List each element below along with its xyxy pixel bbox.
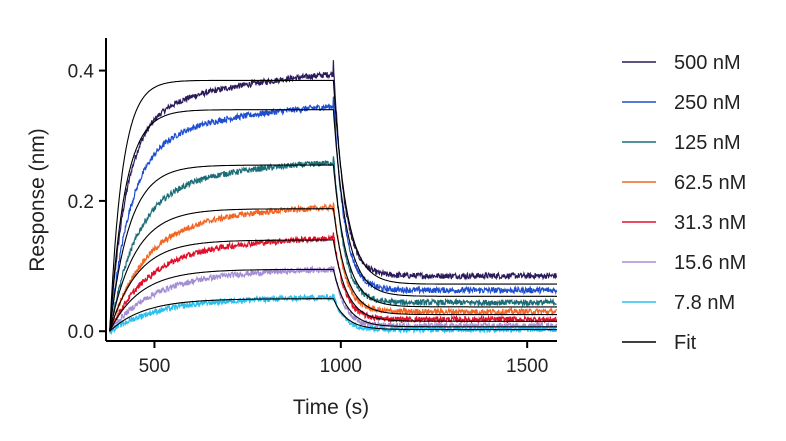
- fit-line-31-3-nM: [109, 239, 557, 332]
- axis-ticks: 500 1000 1500 0.0 0.2 0.4: [68, 62, 549, 377]
- x-tick-label: 1500: [506, 356, 548, 377]
- fit-line-62-5-nM: [109, 208, 557, 332]
- x-tick-label: 500: [139, 356, 171, 377]
- axes: [105, 38, 557, 342]
- y-tick-label: 0.0: [68, 322, 94, 343]
- series-line-62-5-nM: [109, 201, 558, 332]
- legend-label: 7.8 nM: [674, 292, 735, 314]
- y-tick-label: 0.2: [68, 192, 94, 213]
- plot-area: [109, 60, 558, 336]
- series-line-125-nM: [109, 156, 557, 332]
- legend: 500 nM 250 nM 125 nM 62.5 nM 31.3 nM 15.6 nM 7…: [622, 52, 746, 354]
- x-tick-label: 1000: [320, 356, 362, 377]
- fit-line-15-6-nM: [109, 268, 557, 332]
- y-tick-label: 0.4: [68, 62, 95, 83]
- series-line-31-3-nM: [109, 232, 558, 331]
- legend-label: 62.5 nM: [674, 172, 746, 194]
- legend-label: 15.6 nM: [674, 252, 746, 274]
- legend-label: 31.3 nM: [674, 212, 746, 234]
- y-axis-title: Response (nm): [26, 128, 49, 272]
- fit-line-7-8-nM: [109, 298, 557, 332]
- legend-label: Fit: [674, 332, 697, 354]
- legend-label: 125 nM: [674, 132, 741, 154]
- series-line-7-8-nM: [109, 293, 557, 336]
- fit-line-125-nM: [109, 164, 557, 332]
- fit-line-500-nM: [109, 79, 557, 332]
- legend-label: 500 nM: [674, 52, 741, 74]
- x-axis-title: Time (s): [293, 396, 369, 419]
- series-line-500-nM: [109, 60, 558, 331]
- series-line-15-6-nM: [109, 265, 558, 333]
- fit-line-250-nM: [109, 109, 557, 332]
- series-line-250-nM: [109, 96, 558, 333]
- legend-label: 250 nM: [674, 92, 741, 114]
